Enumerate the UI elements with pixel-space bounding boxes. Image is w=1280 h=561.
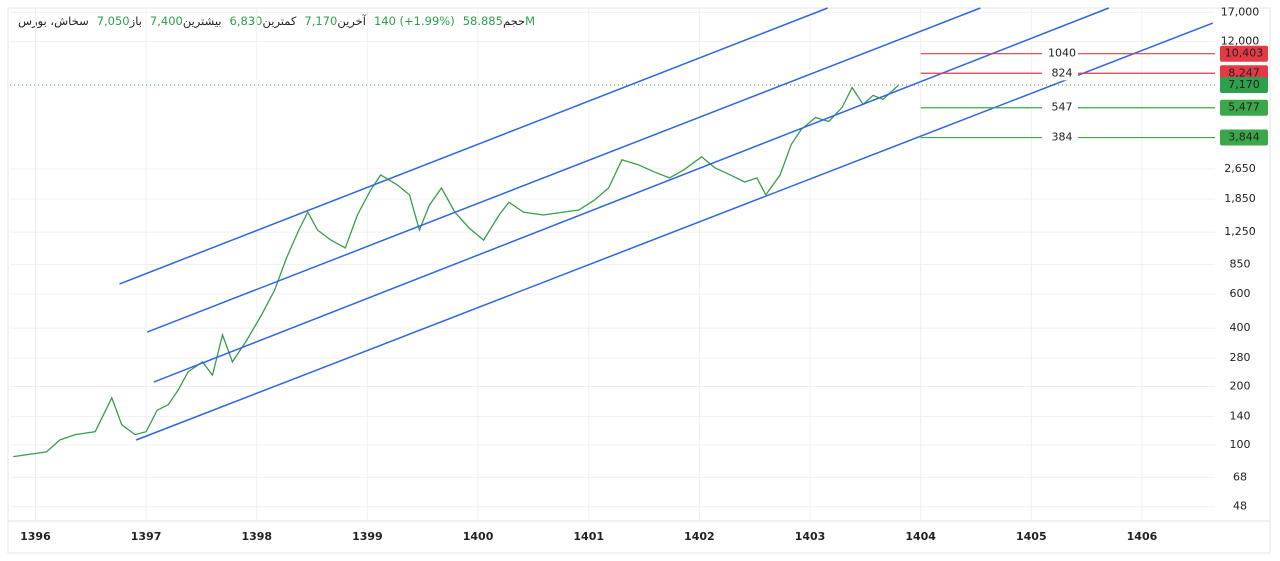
header: سخاش، بورس باز7,050 بیشترین7,400 کمترین6… [18, 14, 535, 28]
value: 6,830 [229, 14, 263, 28]
x-tick-label: 1398 [241, 530, 272, 543]
level-label: 1040 [1048, 47, 1076, 60]
y-tick-label: 1,250 [1224, 225, 1256, 238]
quote-item: حجم58.885M [463, 14, 535, 28]
channel-line [153, 7, 1110, 383]
level-label: 547 [1052, 101, 1073, 114]
price-badge-label: 7,170 [1228, 78, 1260, 91]
quote-item: کمترین6,830 [230, 14, 297, 28]
x-tick-label: 1401 [573, 530, 604, 543]
level-label-bg [1042, 46, 1078, 61]
label: حجم [502, 14, 526, 28]
y-tick-label: 2,650 [1224, 162, 1256, 175]
value: 7,400 [149, 14, 183, 28]
x-tick-label: 1403 [795, 530, 826, 543]
value: 58.885M [462, 14, 536, 28]
price-badge [1220, 129, 1268, 146]
y-tick-label: 1,850 [1224, 192, 1256, 205]
channel-line [135, 22, 1214, 441]
y-tick-label: 48 [1233, 500, 1247, 513]
y-tick-label: 12,000 [1221, 35, 1260, 48]
x-tick-label: 1405 [1016, 530, 1047, 543]
level-label: 384 [1052, 131, 1073, 144]
y-tick-label: 17,000 [1221, 5, 1260, 18]
x-tick-label: 1402 [684, 530, 715, 543]
y-tick-label: 280 [1230, 351, 1251, 364]
level-label-bg [1042, 66, 1078, 81]
quote-item: بیشترین7,400 [150, 14, 222, 28]
label: آخرین [337, 14, 366, 28]
label: باز [129, 14, 142, 28]
level-label: 824 [1052, 66, 1073, 79]
label: کمترین [262, 14, 297, 28]
price-badge [1220, 45, 1268, 62]
frame [7, 7, 1271, 554]
y-tick-label: 850 [1230, 258, 1251, 271]
y-tick-label: 140 [1230, 410, 1251, 423]
y-tick-label: 200 [1230, 380, 1251, 393]
quote-item: باز7,050 [97, 14, 142, 28]
y-tick-label: 600 [1230, 287, 1251, 300]
level-label-bg [1042, 100, 1078, 115]
value: 7,170 [304, 14, 338, 28]
price-badge-label: 5,477 [1228, 101, 1260, 114]
label: بیشترین [182, 14, 222, 28]
channel-line [119, 7, 828, 285]
price-badge-label: 8,247 [1228, 66, 1260, 79]
y-tick-label: 400 [1230, 321, 1251, 334]
price-line [13, 84, 899, 458]
price-badge-label: 10,403 [1225, 47, 1264, 60]
price-badge [1220, 77, 1268, 94]
y-tick-label: 68 [1233, 470, 1247, 483]
price-badge-label: 3,844 [1228, 131, 1260, 144]
x-tick-label: 1397 [131, 530, 162, 543]
x-tick-label: 1396 [20, 530, 51, 543]
x-tick-label: 1406 [1127, 530, 1158, 543]
price-badge [1220, 99, 1268, 116]
x-tick-label: 1404 [905, 530, 936, 543]
level-label-bg [1042, 130, 1078, 145]
x-tick-label: 1400 [463, 530, 494, 543]
x-tick-label: 1399 [352, 530, 383, 543]
quote-item: آخرین7,170 [304, 14, 366, 28]
y-tick-label: 100 [1230, 438, 1251, 451]
change: 140 (+1.99%) [373, 14, 455, 28]
value: 7,050 [96, 14, 130, 28]
channel-line [146, 7, 981, 333]
